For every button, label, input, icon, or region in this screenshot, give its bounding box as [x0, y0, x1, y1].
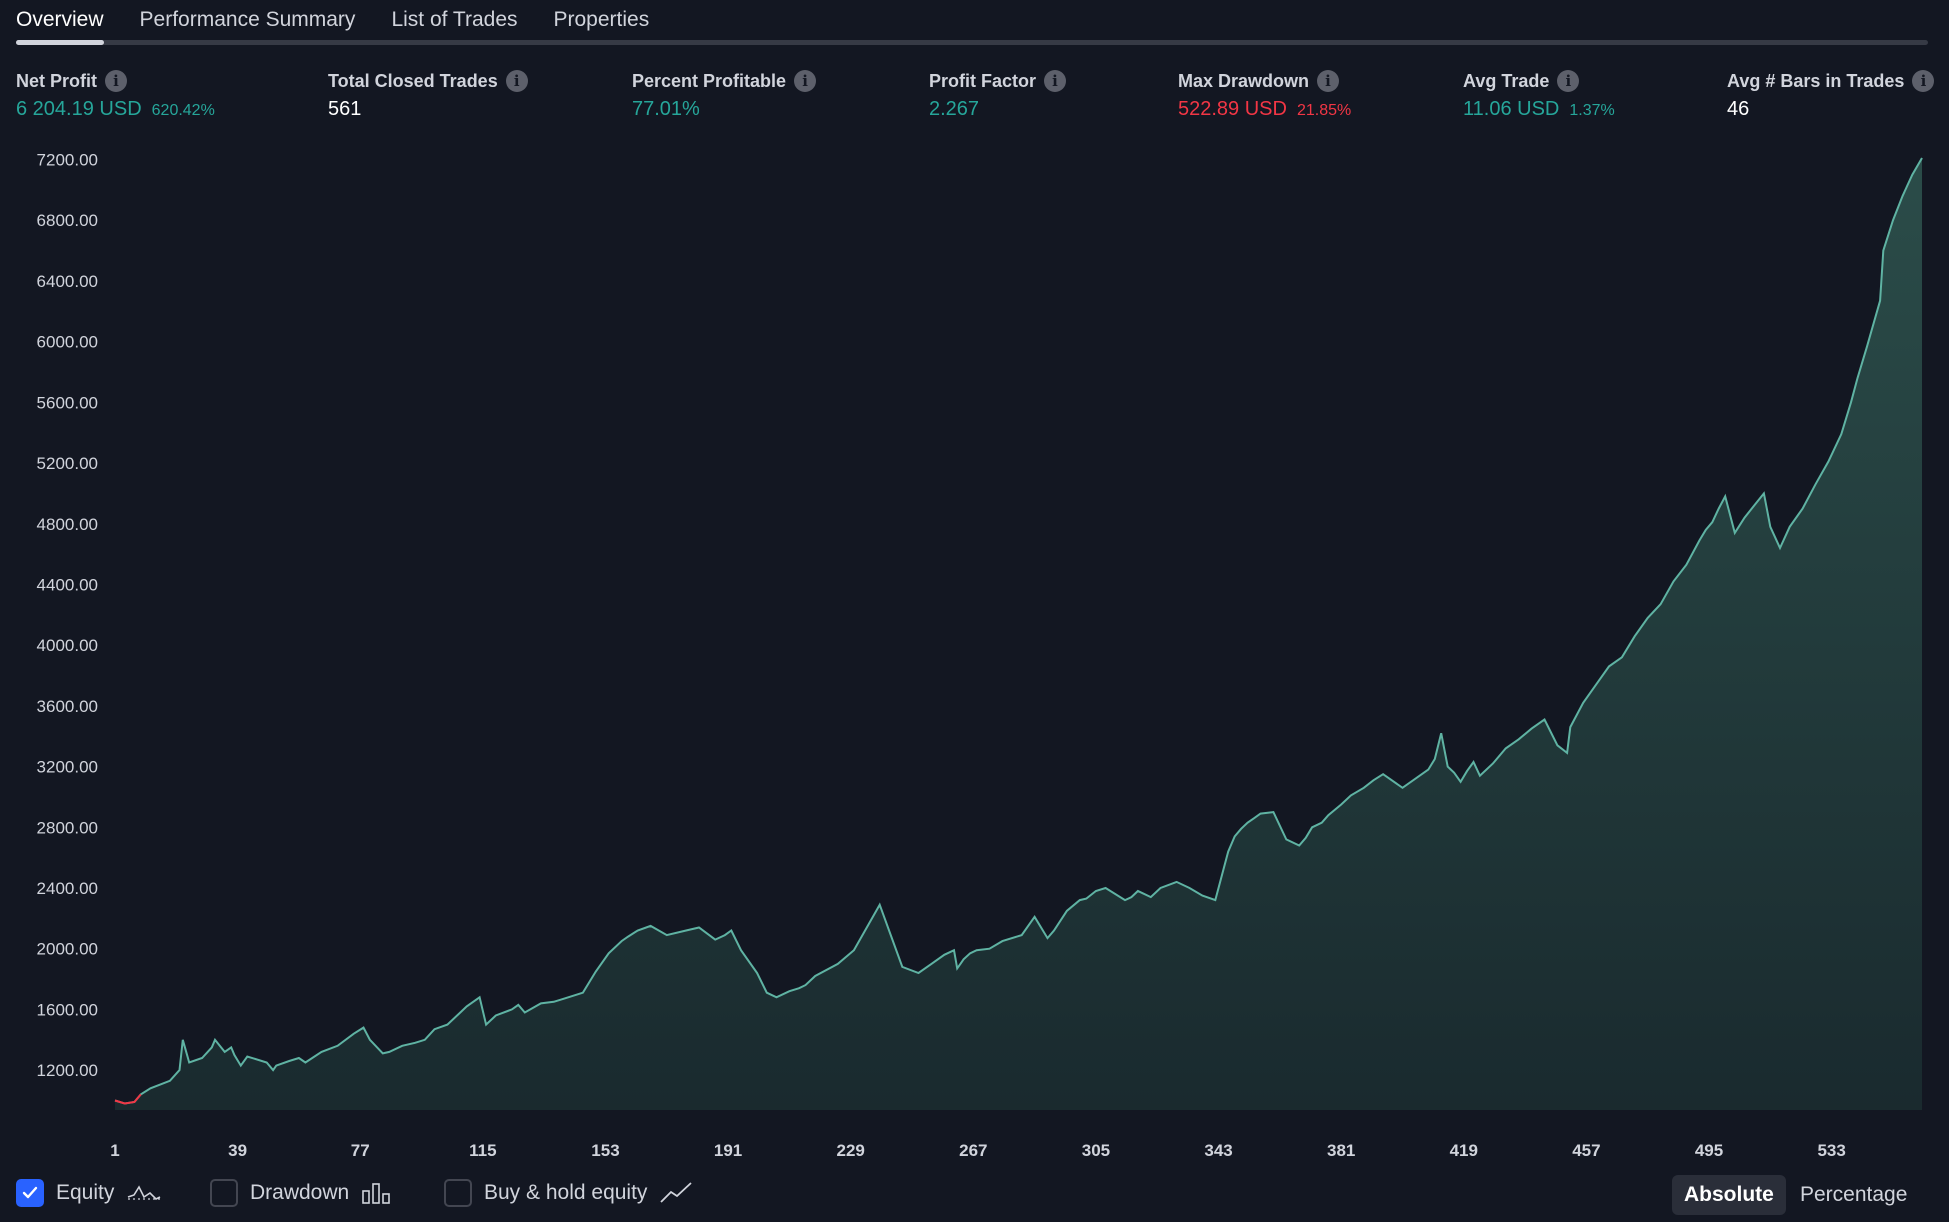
metric-net-profit: Net Profit i 6 204.19 USD 620.42%: [16, 70, 215, 121]
metric-value: 77.01%: [632, 98, 700, 120]
metric-value: 11.06 USD: [1463, 98, 1560, 120]
buy-hold-checkbox[interactable]: [444, 1179, 472, 1207]
x-tick-label: 77: [351, 1141, 370, 1160]
buy-hold-toggle[interactable]: Buy & hold equity: [444, 1179, 693, 1207]
x-tick-label: 343: [1204, 1141, 1232, 1160]
y-tick-label: 2400.00: [37, 879, 98, 898]
x-tick-label: 229: [837, 1141, 865, 1160]
y-tick-label: 7200.00: [37, 151, 98, 170]
metric-total-closed-trades: Total Closed Trades i 561: [328, 70, 528, 121]
metric-value: 522.89 USD: [1178, 98, 1287, 120]
x-tick-label: 1: [110, 1141, 119, 1160]
x-axis: 1 39 77 115 153 191 229 267 305 343 381 419 457 495 53…: [110, 1141, 1846, 1160]
buy-hold-line-icon: [660, 1182, 693, 1203]
y-tick-label: 3200.00: [37, 758, 98, 777]
metric-label: Total Closed Trades: [328, 70, 498, 91]
info-icon[interactable]: i: [794, 70, 817, 92]
x-tick-label: 457: [1572, 1141, 1600, 1160]
equity-checkbox[interactable]: [16, 1179, 44, 1207]
report-tabs: Overview Performance Summary List of Tra…: [16, 0, 649, 36]
check-icon: [22, 1186, 38, 1199]
metric-sub-value: 21.85%: [1296, 102, 1352, 119]
tab-list-of-trades[interactable]: List of Trades: [391, 8, 518, 31]
equity-line-icon: [128, 1185, 161, 1200]
info-icon[interactable]: i: [105, 70, 127, 92]
y-tick-label: 5600.00: [37, 393, 98, 412]
metric-label: Avg Trade: [1463, 70, 1550, 91]
info-icon[interactable]: i: [1317, 70, 1340, 92]
buy-hold-label: Buy & hold equity: [484, 1181, 648, 1204]
y-tick-label: 6800.00: [37, 211, 98, 230]
metric-label: Avg # Bars in Trades: [1727, 70, 1905, 91]
tab-track: [16, 40, 1928, 45]
y-tick-label: 2000.00: [37, 940, 98, 959]
y-tick-label: 1600.00: [37, 1000, 98, 1019]
equity-label: Equity: [56, 1181, 115, 1204]
y-axis: 1200.00 1600.00 2000.00 2400.00 2800.00 3200.…: [37, 151, 98, 1081]
drawdown-toggle[interactable]: Drawdown: [210, 1179, 393, 1207]
metric-label: Max Drawdown: [1178, 70, 1310, 91]
y-tick-label: 4000.00: [37, 636, 98, 655]
x-tick-label: 191: [714, 1141, 742, 1160]
metric-value: 561: [328, 98, 362, 120]
equity-line: [114, 157, 1923, 1105]
y-tick-label: 2800.00: [37, 818, 98, 837]
metric-profit-factor: Profit Factor i 2.267: [929, 70, 1067, 121]
chart-footer: Equity Drawdown Buy & hold equity Absolu…: [16, 1175, 1933, 1219]
equity-area: [115, 158, 1922, 1110]
metric-value: 46: [1727, 98, 1750, 120]
x-tick-label: 115: [469, 1141, 496, 1160]
y-tick-label: 5200.00: [37, 454, 98, 473]
metric-sub-value: 1.37%: [1569, 102, 1615, 119]
info-icon[interactable]: i: [1557, 70, 1580, 92]
y-tick-label: 6400.00: [37, 272, 98, 291]
y-tick-label: 4400.00: [37, 575, 98, 594]
x-tick-label: 267: [959, 1141, 987, 1160]
metric-avg-bars: Avg # Bars in Trades i 46: [1727, 70, 1935, 121]
percentage-mode-button[interactable]: Percentage: [1800, 1183, 1908, 1206]
metric-percent-profitable: Percent Profitable i 77.01%: [632, 70, 817, 121]
equity-toggle[interactable]: Equity: [16, 1179, 162, 1207]
metric-sub-value: 620.42%: [151, 102, 215, 119]
metric-max-drawdown: Max Drawdown i 522.89 USD 21.85%: [1178, 70, 1351, 121]
metric-avg-trade: Avg Trade i 11.06 USD 1.37%: [1463, 70, 1615, 121]
metric-value: 6 204.19 USD: [16, 98, 142, 120]
equity-chart[interactable]: 1200.00 1600.00 2000.00 2400.00 2800.00 3200.…: [0, 140, 1949, 1170]
tab-overview[interactable]: Overview: [16, 8, 104, 31]
tab-properties[interactable]: Properties: [553, 8, 650, 31]
x-tick-label: 495: [1695, 1141, 1723, 1160]
x-tick-label: 533: [1817, 1141, 1845, 1160]
tab-active-indicator: [16, 40, 104, 45]
metric-label: Percent Profitable: [632, 70, 787, 91]
y-tick-label: 6000.00: [37, 333, 98, 352]
y-tick-label: 4800.00: [37, 515, 98, 534]
drawdown-bars-icon: [362, 1183, 391, 1204]
info-icon[interactable]: i: [1912, 70, 1935, 92]
y-tick-label: 1200.00: [37, 1061, 98, 1080]
drawdown-checkbox[interactable]: [210, 1179, 238, 1207]
absolute-mode-button[interactable]: Absolute: [1672, 1175, 1786, 1215]
x-tick-label: 39: [228, 1141, 247, 1160]
info-icon[interactable]: i: [1044, 70, 1067, 92]
x-tick-label: 381: [1327, 1141, 1355, 1160]
tab-performance-summary[interactable]: Performance Summary: [139, 8, 356, 31]
x-tick-label: 153: [591, 1141, 619, 1160]
x-tick-label: 305: [1082, 1141, 1110, 1160]
metric-value: 2.267: [929, 98, 980, 120]
metric-label: Profit Factor: [929, 70, 1037, 91]
info-icon[interactable]: i: [505, 70, 528, 92]
metric-label: Net Profit: [16, 70, 97, 91]
y-tick-label: 3600.00: [37, 697, 98, 716]
x-tick-label: 419: [1450, 1141, 1478, 1160]
metrics-bar: Net Profit i 6 204.19 USD 620.42% Total Cl…: [0, 70, 1949, 130]
equity-line-negative: [114, 1093, 142, 1105]
drawdown-label: Drawdown: [250, 1181, 350, 1204]
